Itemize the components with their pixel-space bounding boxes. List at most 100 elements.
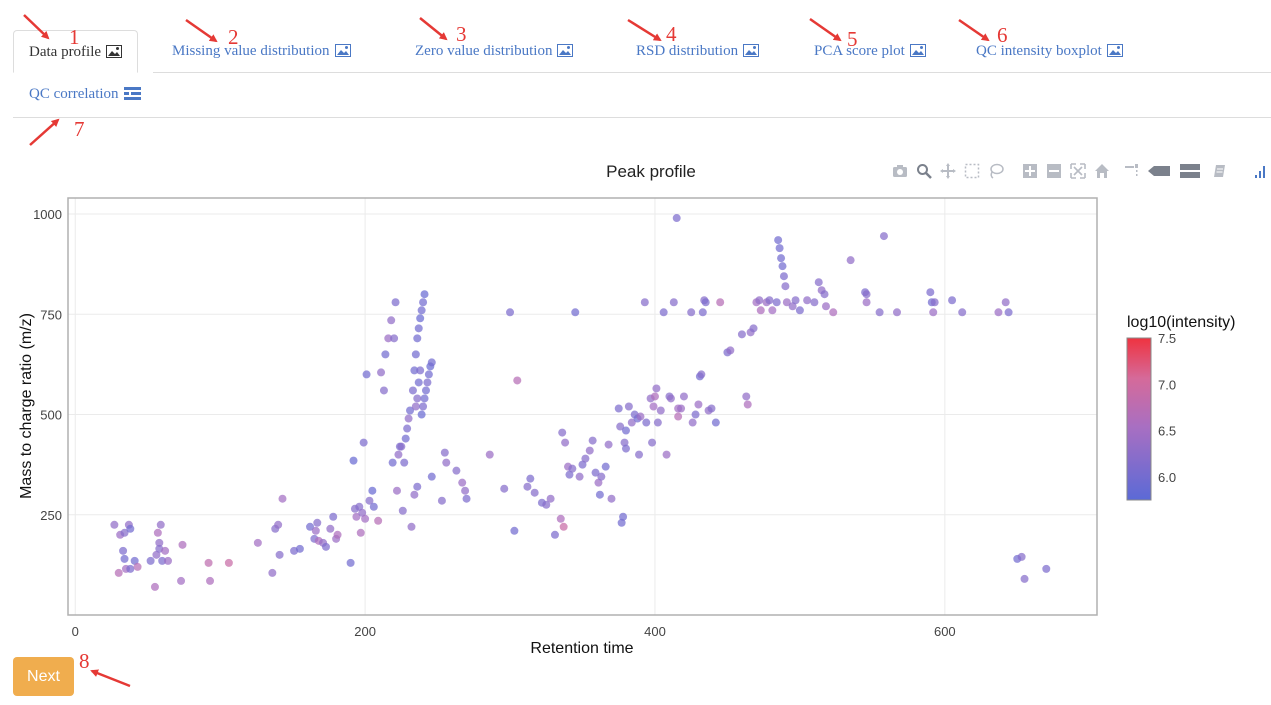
data-point[interactable] (440, 448, 449, 457)
data-point[interactable] (268, 568, 277, 577)
data-point[interactable] (707, 404, 716, 413)
data-point[interactable] (356, 528, 365, 537)
data-point[interactable] (404, 414, 413, 423)
data-point[interactable] (742, 392, 751, 401)
data-point[interactable] (601, 462, 610, 471)
data-point[interactable] (413, 394, 422, 403)
zoom-icon[interactable] (912, 160, 936, 182)
data-point[interactable] (892, 308, 901, 317)
data-point[interactable] (846, 256, 855, 265)
data-point[interactable] (407, 522, 416, 531)
data-point[interactable] (419, 402, 428, 411)
data-point[interactable] (427, 358, 436, 367)
data-point[interactable] (617, 518, 626, 527)
data-point[interactable] (365, 496, 374, 505)
data-point[interactable] (178, 540, 187, 549)
data-point[interactable] (130, 556, 139, 565)
data-point[interactable] (126, 524, 135, 533)
data-point[interactable] (749, 324, 758, 333)
data-point[interactable] (778, 262, 787, 271)
data-point[interactable] (642, 418, 651, 427)
data-point[interactable] (387, 316, 396, 325)
data-point[interactable] (1004, 308, 1013, 317)
data-point[interactable] (329, 512, 338, 521)
data-point[interactable] (614, 404, 623, 413)
plotly-logo-icon[interactable] (1246, 160, 1270, 182)
data-point[interactable] (414, 378, 423, 387)
data-point[interactable] (368, 486, 377, 495)
data-point[interactable] (390, 334, 399, 343)
data-point[interactable] (607, 494, 616, 503)
data-point[interactable] (781, 282, 790, 291)
data-point[interactable] (452, 466, 461, 475)
hover-closest-icon[interactable] (1144, 160, 1174, 182)
data-point[interactable] (358, 508, 367, 517)
data-point[interactable] (374, 516, 383, 525)
data-point[interactable] (274, 520, 283, 529)
data-point[interactable] (821, 302, 830, 311)
data-point[interactable] (458, 478, 467, 487)
data-point[interactable] (355, 502, 364, 511)
data-point[interactable] (679, 392, 688, 401)
data-point[interactable] (379, 386, 388, 395)
data-point[interactable] (619, 512, 628, 521)
data-point[interactable] (791, 296, 800, 305)
data-point[interactable] (416, 314, 425, 323)
data-point[interactable] (513, 376, 522, 385)
data-point[interactable] (530, 488, 539, 497)
data-point[interactable] (756, 306, 765, 315)
data-point[interactable] (153, 528, 162, 537)
data-point[interactable] (694, 400, 703, 409)
data-point[interactable] (755, 296, 764, 305)
data-point[interactable] (726, 346, 735, 355)
data-point[interactable] (177, 576, 186, 585)
data-point[interactable] (333, 530, 342, 539)
data-point[interactable] (406, 406, 415, 415)
data-point[interactable] (691, 410, 700, 419)
data-point[interactable] (588, 436, 597, 445)
data-point[interactable] (829, 308, 838, 317)
data-point[interactable] (204, 558, 213, 567)
data-point[interactable] (768, 306, 777, 315)
data-point[interactable] (278, 494, 287, 503)
data-point[interactable] (388, 458, 397, 467)
data-point[interactable] (803, 296, 812, 305)
data-point[interactable] (500, 484, 509, 493)
data-point[interactable] (411, 402, 420, 411)
data-point[interactable] (640, 298, 649, 307)
data-point[interactable] (862, 298, 871, 307)
autoscale-icon[interactable] (1066, 160, 1090, 182)
data-point[interactable] (437, 496, 446, 505)
data-point[interactable] (875, 308, 884, 317)
data-point[interactable] (561, 438, 570, 447)
data-point[interactable] (421, 386, 430, 395)
data-point[interactable] (275, 550, 284, 559)
data-point[interactable] (571, 308, 580, 317)
spike-lines-icon[interactable] (1120, 160, 1144, 182)
data-point[interactable] (164, 556, 173, 565)
tab-qc-intensity-boxplot[interactable]: QC intensity boxplot (976, 30, 1123, 72)
data-point[interactable] (119, 546, 128, 555)
data-point[interactable] (352, 512, 361, 521)
data-point[interactable] (461, 486, 470, 495)
tab-qc-correlation[interactable]: QC correlation (29, 73, 141, 115)
data-point[interactable] (442, 458, 451, 467)
edit-chart-icon[interactable] (1208, 160, 1232, 182)
data-point[interactable] (669, 298, 678, 307)
pan-icon[interactable] (936, 160, 960, 182)
tab-pca-score-plot[interactable]: PCA score plot (814, 30, 926, 72)
data-point[interactable] (416, 366, 425, 375)
data-point[interactable] (410, 366, 419, 375)
data-point[interactable] (585, 446, 594, 455)
data-point[interactable] (659, 308, 668, 317)
hover-compare-icon[interactable] (1174, 160, 1204, 182)
data-point[interactable] (1017, 552, 1026, 561)
data-point[interactable] (391, 298, 400, 307)
data-point[interactable] (594, 478, 603, 487)
data-point[interactable] (672, 214, 681, 223)
data-point[interactable] (782, 298, 791, 307)
data-point[interactable] (788, 302, 797, 311)
data-point[interactable] (648, 438, 657, 447)
tab-missing-value-distribution[interactable]: Missing value distribution (172, 30, 351, 72)
data-point[interactable] (369, 502, 378, 511)
